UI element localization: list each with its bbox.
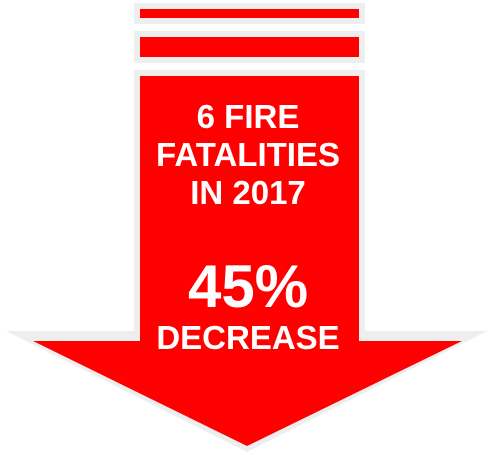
arrow-tail-bar-middle-fill xyxy=(140,37,359,57)
fatalities-headline: 6 FIRE FATALITIES IN 2017 xyxy=(130,98,366,212)
headline-line-2: FATALITIES xyxy=(156,136,340,173)
arrow-body xyxy=(33,76,462,446)
headline-line-1: 6 FIRE xyxy=(196,98,300,135)
decrease-label: DECREASE xyxy=(156,319,340,356)
arrow-tail-bar-top-fill xyxy=(140,9,359,18)
headline-line-3: IN 2017 xyxy=(190,174,306,211)
percent-value: 45% xyxy=(187,253,309,320)
